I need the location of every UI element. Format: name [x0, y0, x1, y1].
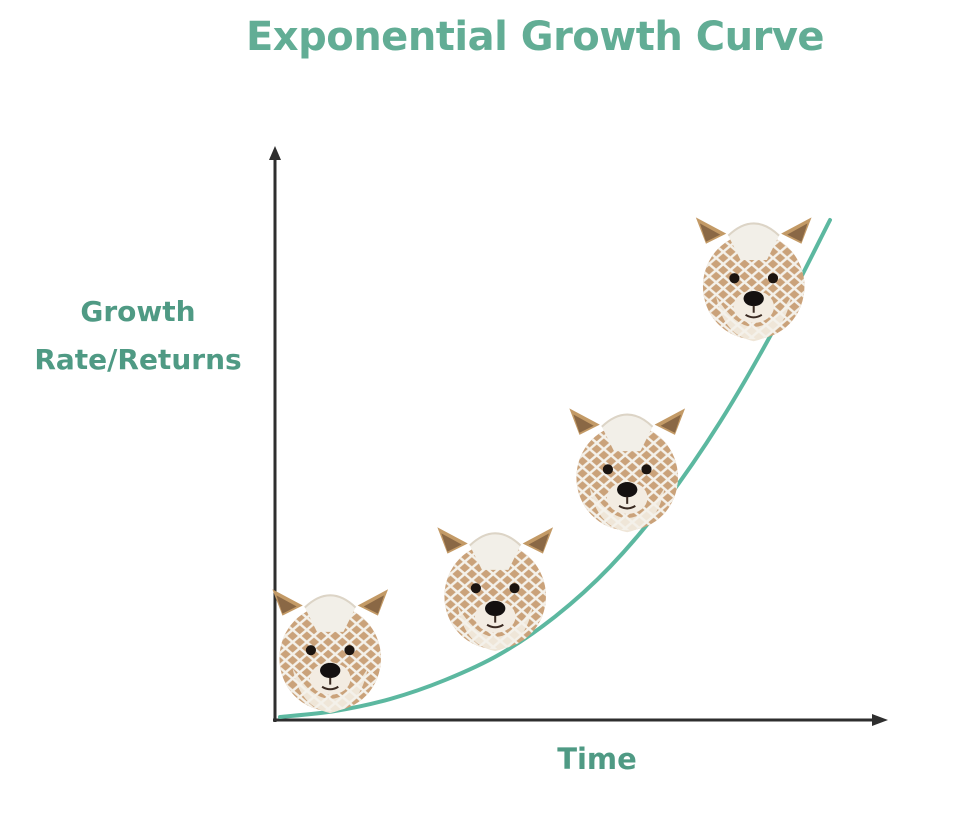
y-axis-label: Growth Rate/Returns [34, 295, 242, 376]
axes [269, 146, 888, 726]
dog-head-in-netting-icon [271, 588, 390, 715]
series-layer [278, 218, 832, 720]
dog-head-in-netting-icon [694, 216, 813, 343]
x-axis-label: Time [557, 742, 637, 776]
chart-title: Exponential Growth Curve [245, 14, 825, 60]
series-line [278, 218, 832, 720]
marker-layer [271, 216, 813, 715]
x-axis-arrow-icon [872, 714, 888, 726]
dog-head-in-netting-icon [568, 407, 687, 534]
y-axis-arrow-icon [269, 146, 281, 160]
